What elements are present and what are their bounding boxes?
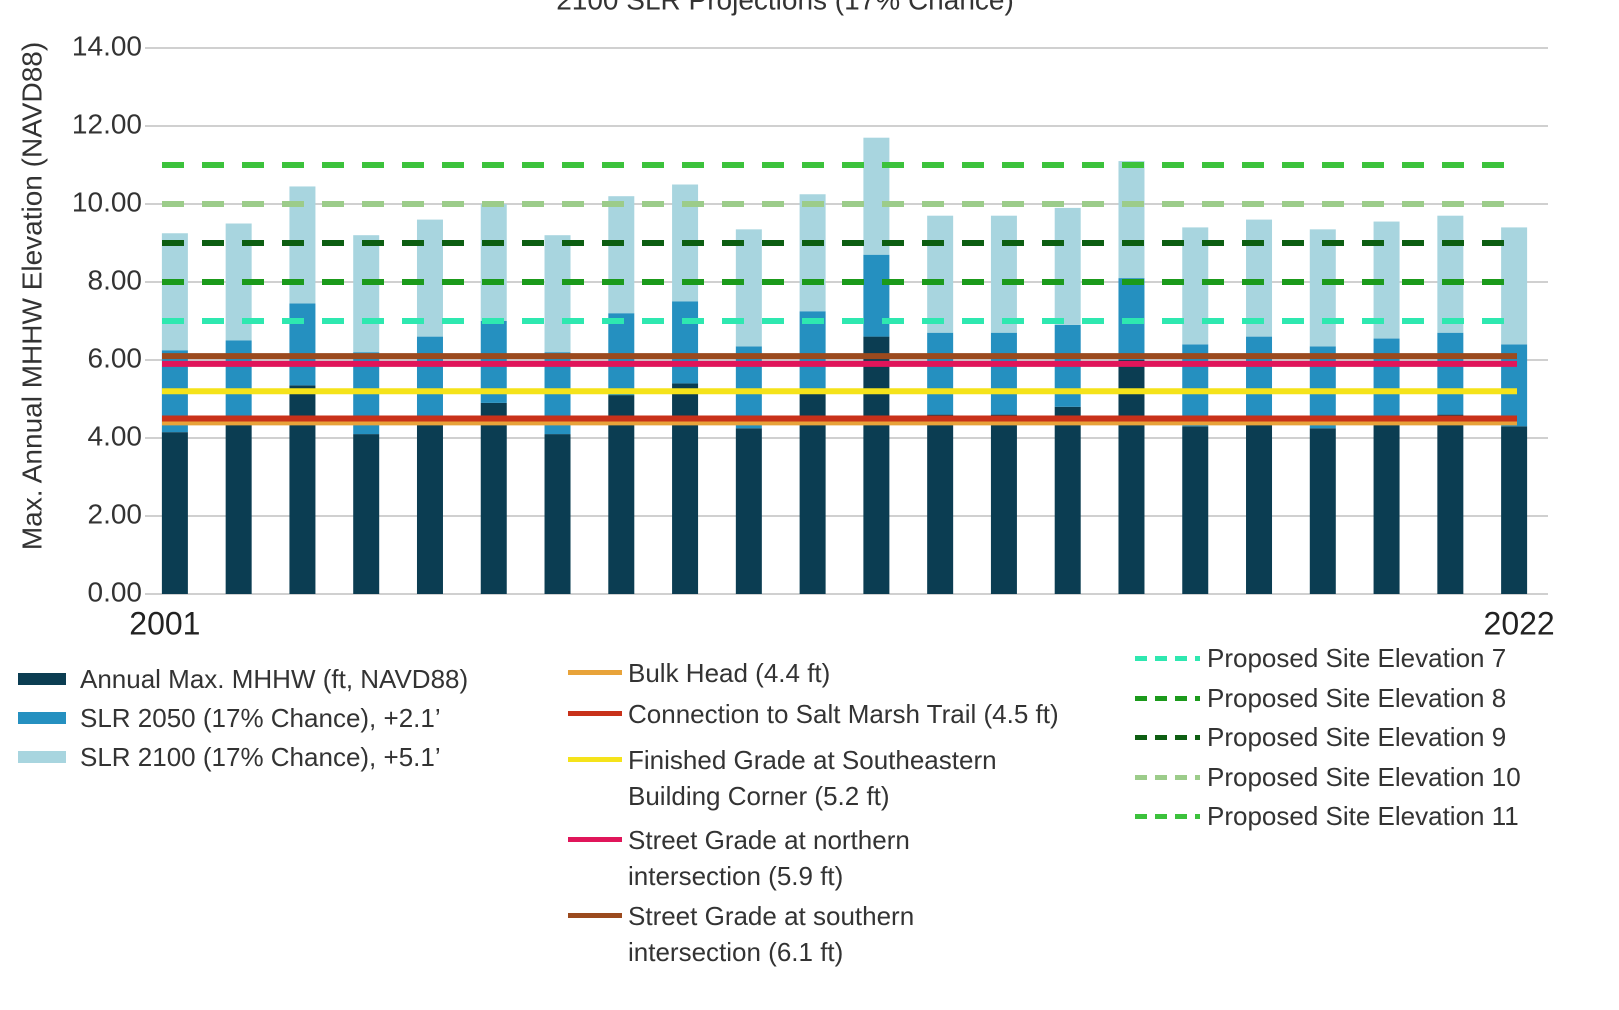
bar-segment xyxy=(1437,415,1463,594)
bar-segment xyxy=(1310,428,1336,594)
y-axis-label: Max. Annual MHHW Elevation (NAVD88) xyxy=(16,42,47,550)
y-tick-label: 8.00 xyxy=(88,264,143,295)
bar-segment xyxy=(1437,333,1463,415)
bar-segment xyxy=(1501,227,1527,344)
bar-segment xyxy=(1182,426,1208,594)
bar-segment xyxy=(736,428,762,594)
legend-label: Connection to Salt Marsh Trail (4.5 ft) xyxy=(628,696,1059,732)
bar-segment xyxy=(1437,216,1463,333)
legend-swatch xyxy=(1135,735,1200,740)
legend-label: Proposed Site Elevation 9 xyxy=(1207,719,1506,755)
bar-segment xyxy=(1246,337,1272,419)
x-tick-label: 2022 xyxy=(1484,605,1555,641)
legend-swatch xyxy=(568,711,622,716)
y-tick-label: 6.00 xyxy=(88,342,143,373)
legend-label: SLR 2050 (17% Chance), +2.1’ xyxy=(80,700,441,736)
legend-label: Proposed Site Elevation 8 xyxy=(1207,680,1506,716)
legend-label: Street Grade at southern intersection (6… xyxy=(628,898,914,970)
y-tick-label: 10.00 xyxy=(72,186,142,217)
legend-swatch xyxy=(18,712,66,724)
legend-swatch xyxy=(18,751,66,763)
legend-label: Street Grade at northern intersection (5… xyxy=(628,822,910,894)
bar-segment xyxy=(1055,208,1081,325)
legend-swatch xyxy=(1135,696,1200,701)
legend-swatch xyxy=(568,757,622,762)
bar-segment xyxy=(226,341,252,423)
y-tick-label: 4.00 xyxy=(88,420,143,451)
bar-segment xyxy=(608,196,634,313)
bar-segment xyxy=(672,383,698,594)
legend-label: Bulk Head (4.4 ft) xyxy=(628,655,830,691)
bar-segment xyxy=(991,333,1017,415)
bar-segment xyxy=(481,204,507,321)
page: 2100 SLR Projections (17% Chance) Max. A… xyxy=(0,0,1619,1010)
bar-segment xyxy=(863,138,889,255)
legend-label: Proposed Site Elevation 10 xyxy=(1207,759,1521,795)
y-tick-label: 2.00 xyxy=(88,498,143,529)
bar-segment xyxy=(991,216,1017,333)
bar-segment xyxy=(1246,419,1272,595)
bar-segment xyxy=(417,337,443,419)
legend-label: Annual Max. MHHW (ft, NAVD88) xyxy=(80,661,468,697)
bar-segment xyxy=(1118,360,1144,594)
bar-segment xyxy=(863,337,889,594)
bar-segment xyxy=(353,235,379,352)
bar-segment xyxy=(481,403,507,594)
bar-segment xyxy=(1501,426,1527,594)
bar-segment xyxy=(353,434,379,594)
bar-segment xyxy=(162,233,188,350)
bar-segment xyxy=(927,415,953,594)
bar-segment xyxy=(1055,407,1081,594)
bar-segment xyxy=(417,419,443,595)
bar-segment xyxy=(545,434,571,594)
legend-swatch xyxy=(1135,656,1200,661)
bar-segment xyxy=(226,422,252,594)
legend-label: Proposed Site Elevation 7 xyxy=(1207,640,1506,676)
x-tick-label: 2001 xyxy=(129,605,200,641)
y-tick-label: 0.00 xyxy=(88,576,143,607)
legend-swatch xyxy=(568,913,622,918)
chart-title: 2100 SLR Projections (17% Chance) xyxy=(556,0,1014,15)
legend-label: Finished Grade at Southeastern Building … xyxy=(628,742,997,814)
bar-segment xyxy=(672,302,698,384)
legend-label: Proposed Site Elevation 11 xyxy=(1207,798,1519,834)
legend-swatch xyxy=(568,837,622,842)
bar-segment xyxy=(162,432,188,594)
bar-segment xyxy=(800,194,826,311)
bar-segment xyxy=(1374,420,1400,594)
bar-segment xyxy=(927,333,953,415)
legend-label: SLR 2100 (17% Chance), +5.1’ xyxy=(80,739,441,775)
bar-segment xyxy=(927,216,953,333)
legend-swatch xyxy=(568,670,622,675)
bar-segment xyxy=(736,229,762,346)
bar-segment xyxy=(545,235,571,352)
bar-segment xyxy=(1310,229,1336,346)
bar-segment xyxy=(1118,161,1144,278)
legend-swatch xyxy=(18,673,66,685)
bar-segment xyxy=(289,303,315,385)
bar-segment xyxy=(1374,339,1400,421)
bar-segment xyxy=(863,255,889,337)
y-tick-label: 12.00 xyxy=(72,108,142,139)
legend-swatch xyxy=(1135,814,1200,819)
bar-segment xyxy=(991,415,1017,594)
y-tick-label: 14.00 xyxy=(72,30,142,61)
legend-swatch xyxy=(1135,775,1200,780)
